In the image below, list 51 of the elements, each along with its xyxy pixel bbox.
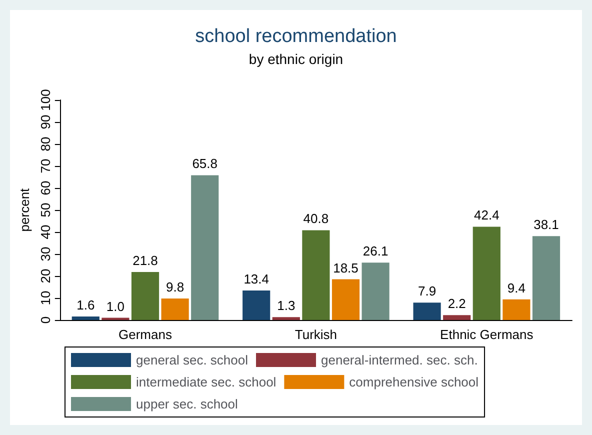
y-tick-label: 80 bbox=[38, 136, 53, 152]
y-tick-label: 90 bbox=[38, 114, 53, 130]
bar bbox=[242, 290, 270, 320]
y-tick-label: 60 bbox=[38, 180, 53, 196]
bar bbox=[302, 230, 330, 320]
legend-label: upper sec. school bbox=[136, 396, 238, 412]
legend-label: general-intermed. sec. sch. bbox=[321, 352, 478, 368]
data-label: 1.0 bbox=[106, 298, 124, 314]
data-label: 2.2 bbox=[448, 296, 466, 312]
y-axis-title: percent bbox=[17, 188, 32, 232]
chart-title: school recommendation bbox=[195, 26, 397, 47]
y-tick-label: 20 bbox=[38, 268, 53, 284]
y-tick-label: 50 bbox=[38, 202, 53, 218]
bar bbox=[502, 299, 530, 320]
data-label: 26.1 bbox=[362, 244, 388, 259]
data-label: 18.5 bbox=[333, 260, 358, 276]
data-label: 9.4 bbox=[507, 280, 526, 296]
x-tick-label: Germans bbox=[118, 327, 172, 342]
bar bbox=[443, 315, 471, 320]
data-label: 13.4 bbox=[244, 272, 269, 287]
y-tick-label: 70 bbox=[38, 158, 53, 174]
legend-label: comprehensive school bbox=[349, 374, 479, 390]
y-tick-label: 30 bbox=[38, 246, 53, 262]
chart-subtitle: by ethnic origin bbox=[248, 51, 344, 67]
bar bbox=[161, 298, 189, 320]
y-tick-label: 100 bbox=[38, 89, 53, 111]
y-tick-label: 0 bbox=[38, 316, 53, 324]
bar bbox=[191, 175, 219, 320]
x-tick-label: Ethnic Germans bbox=[440, 327, 534, 342]
data-label: 40.8 bbox=[303, 211, 329, 226]
data-label: 7.9 bbox=[418, 284, 436, 299]
bar bbox=[532, 236, 560, 320]
bar bbox=[362, 262, 390, 320]
bar bbox=[413, 302, 441, 320]
bar bbox=[332, 279, 360, 320]
legend-label: intermediate sec. school bbox=[136, 374, 276, 390]
y-tick-label: 40 bbox=[38, 224, 53, 240]
y-tick-label: 10 bbox=[38, 290, 53, 306]
data-label: 38.1 bbox=[534, 217, 559, 232]
data-label: 42.4 bbox=[474, 208, 500, 223]
bar bbox=[472, 226, 500, 320]
data-label: 65.8 bbox=[192, 156, 218, 172]
data-label: 1.6 bbox=[76, 297, 95, 312]
legend-label: general sec. school bbox=[136, 352, 248, 368]
data-label: 1.3 bbox=[277, 298, 296, 314]
bar bbox=[72, 316, 100, 320]
bar bbox=[131, 272, 160, 320]
data-label: 9.8 bbox=[166, 279, 184, 294]
data-label: 21.8 bbox=[132, 253, 158, 268]
bar bbox=[272, 317, 300, 320]
x-tick-label: Turkish bbox=[294, 327, 338, 342]
